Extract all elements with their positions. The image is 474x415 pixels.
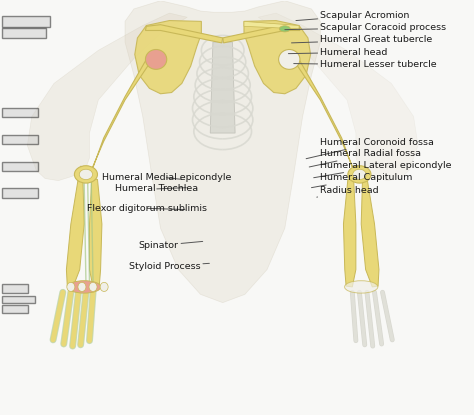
Text: Humeral Radial fossa: Humeral Radial fossa: [309, 149, 421, 167]
Text: Humeral Capitulum: Humeral Capitulum: [311, 173, 413, 188]
Ellipse shape: [279, 49, 300, 69]
Text: Flexor digitorum sublimis: Flexor digitorum sublimis: [87, 204, 207, 213]
FancyBboxPatch shape: [1, 283, 28, 293]
FancyBboxPatch shape: [1, 16, 50, 27]
Ellipse shape: [100, 282, 108, 291]
Polygon shape: [288, 56, 365, 174]
Polygon shape: [244, 22, 299, 29]
Polygon shape: [361, 178, 379, 287]
Polygon shape: [223, 24, 300, 43]
FancyBboxPatch shape: [1, 305, 28, 312]
Ellipse shape: [74, 166, 98, 183]
Ellipse shape: [67, 281, 101, 293]
FancyBboxPatch shape: [1, 188, 38, 198]
FancyBboxPatch shape: [1, 108, 38, 117]
FancyBboxPatch shape: [1, 28, 46, 37]
Polygon shape: [146, 24, 223, 43]
Polygon shape: [81, 56, 157, 174]
Polygon shape: [344, 179, 356, 287]
Ellipse shape: [345, 281, 378, 293]
Text: Humeral Lesser tubercle: Humeral Lesser tubercle: [294, 60, 437, 69]
Text: Humeral Trochlea: Humeral Trochlea: [115, 184, 198, 193]
Text: Humeral Coronoid fossa: Humeral Coronoid fossa: [306, 138, 434, 159]
Ellipse shape: [279, 26, 291, 32]
Text: Styloid Process: Styloid Process: [128, 262, 210, 271]
Polygon shape: [258, 13, 418, 181]
Text: Humeral Medial epicondyle: Humeral Medial epicondyle: [102, 173, 231, 182]
Polygon shape: [66, 178, 84, 287]
FancyBboxPatch shape: [1, 161, 38, 171]
Ellipse shape: [348, 166, 371, 183]
Polygon shape: [210, 42, 235, 133]
Text: Humeral head: Humeral head: [288, 48, 388, 57]
Text: Humeral Great tubercle: Humeral Great tubercle: [292, 36, 433, 44]
Text: Spinator: Spinator: [138, 241, 203, 250]
Text: Radius head: Radius head: [317, 186, 379, 197]
Ellipse shape: [89, 282, 97, 291]
Ellipse shape: [78, 282, 86, 291]
Ellipse shape: [353, 169, 366, 180]
FancyBboxPatch shape: [1, 135, 38, 144]
Polygon shape: [244, 21, 310, 94]
Ellipse shape: [79, 169, 92, 180]
Ellipse shape: [146, 49, 167, 69]
Polygon shape: [27, 13, 187, 181]
FancyBboxPatch shape: [1, 295, 35, 303]
Polygon shape: [135, 21, 201, 94]
Text: Humeral Lateral epicondyle: Humeral Lateral epicondyle: [314, 161, 452, 178]
Text: Scapular Coracoid process: Scapular Coracoid process: [285, 23, 447, 32]
Ellipse shape: [67, 282, 75, 291]
Text: Scapular Acromion: Scapular Acromion: [296, 11, 410, 21]
Polygon shape: [125, 1, 320, 303]
Polygon shape: [90, 179, 102, 287]
